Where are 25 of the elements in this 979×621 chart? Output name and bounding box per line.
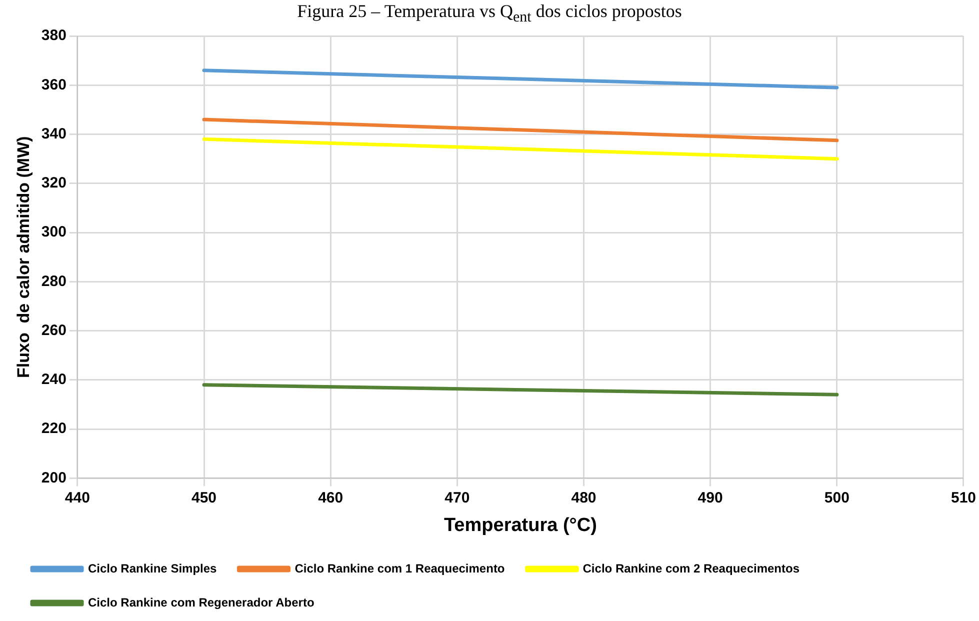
y-tick-label: 360 [41, 76, 66, 94]
x-tick-label: 470 [444, 489, 470, 506]
chart-title: Figura 25 – Temperatura vs Q$_{ent}$ dos ciclos propostos [296, 0, 683, 26]
legend-label: Ciclo Rankine com Regenerador Aberto [88, 595, 314, 610]
y-tick-label: 220 [41, 420, 66, 438]
x-tick-label: 450 [191, 489, 217, 506]
x-tick-label: 490 [698, 489, 723, 506]
legend-label: Ciclo Rankine com 1 Reaquecimento [294, 561, 505, 576]
x-tick-label: 460 [318, 489, 344, 506]
y-tick-label: 280 [41, 272, 66, 290]
y-axis-title: Fluxo de calor admitido (MW) [14, 136, 33, 378]
y-tick-label: 260 [41, 322, 66, 339]
y-tick-label: 320 [41, 174, 66, 192]
x-axis-title: Temperatura (°C) [444, 514, 597, 536]
x-tick-label: 480 [571, 489, 596, 506]
y-tick-label: 340 [41, 125, 66, 142]
legend-label: Ciclo Rankine Simples [88, 561, 218, 576]
legend-label: Ciclo Rankine com 2 Reaquecimentos [582, 561, 800, 576]
y-tick-label: 240 [41, 371, 66, 388]
y-tick-label: 300 [41, 224, 66, 241]
y-tick-label: 200 [41, 469, 66, 486]
x-tick-label: 500 [824, 489, 850, 506]
x-tick-label: 510 [950, 489, 976, 506]
y-tick-label: 380 [41, 27, 66, 44]
x-tick-label: 440 [64, 489, 90, 506]
